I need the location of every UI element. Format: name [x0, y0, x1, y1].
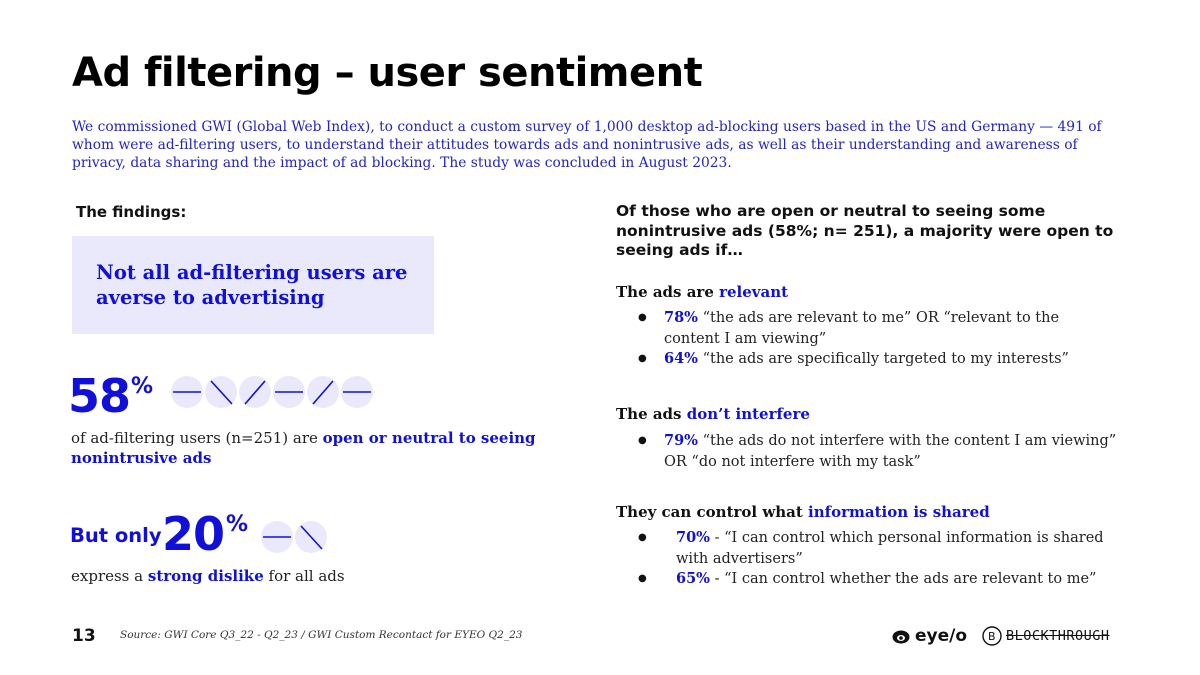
backslash-icon — [295, 521, 327, 553]
section-relevant-heading: The ads are relevant — [616, 283, 788, 301]
item-percent: 64% — [664, 350, 698, 367]
findings-label: The findings: — [76, 203, 187, 221]
stat-58-percent: % — [131, 374, 154, 399]
section-heading-highlight: don’t interfere — [686, 405, 810, 423]
stat-58-description: of ad-filtering users (n=251) are open o… — [71, 428, 541, 468]
slide-title: Ad filtering – user sentiment — [72, 50, 703, 96]
section-heading-highlight: relevant — [719, 283, 789, 301]
item-text: “the ads are specifically targeted to my… — [697, 351, 1069, 367]
dash-icon — [171, 376, 203, 408]
callout-box: Not all ad-filtering users are averse to… — [72, 236, 434, 334]
slash-icon — [239, 376, 271, 408]
stat-58-desc-highlight: open or neutral to seeing nonintrusive a… — [71, 429, 536, 467]
stat-20-desc-highlight: strong dislike — [147, 567, 264, 585]
item-percent: 78% — [664, 309, 698, 326]
sentiment-icons-row — [171, 376, 375, 408]
eyeo-logo-text: eye/o — [915, 626, 968, 646]
list-item: 78% “the ads are relevant to me” OR “rel… — [616, 308, 1096, 349]
item-text: - “I can control whether the ads are rel… — [709, 571, 1097, 587]
stat-20-desc-tail: for all ads — [263, 567, 345, 585]
blockthrough-logo-text: BLOCKTHROUGH — [1006, 628, 1110, 644]
stat-20-percent: % — [226, 512, 249, 537]
blockthrough-logo: B BLOCKTHROUGH — [982, 626, 1110, 646]
eyeo-logo: eye/o — [892, 626, 967, 646]
slash-icon — [307, 376, 339, 408]
dash-icon — [341, 376, 373, 408]
page-number: 13 — [72, 626, 96, 646]
item-percent: 70% — [676, 529, 710, 546]
stat-20-description: express a strong dislike for all ads — [71, 566, 345, 586]
stat-20-value: 20 — [162, 507, 225, 561]
list-item: 64% “the ads are specifically targeted t… — [616, 349, 1096, 370]
section-interfere-list: 79% “the ads do not interfere with the c… — [616, 431, 1131, 472]
section-heading-highlight: information is shared — [808, 503, 990, 521]
right-heading: Of those who are open or neutral to seei… — [616, 202, 1114, 259]
list-item: 79% “the ads do not interfere with the c… — [616, 431, 1131, 472]
svg-text:B: B — [988, 630, 996, 643]
blockthrough-icon: B — [982, 626, 1002, 646]
stat-20-desc-text: express a — [71, 567, 148, 585]
section-information-heading: They can control what information is sha… — [616, 503, 990, 521]
intro-paragraph: We commissioned GWI (Global Web Index), … — [72, 119, 1102, 171]
section-interfere-heading: The ads don’t interfere — [616, 405, 810, 423]
eye-icon — [892, 629, 910, 644]
section-heading-text: The ads are — [616, 283, 720, 301]
item-percent: 79% — [664, 432, 698, 449]
item-percent: 65% — [676, 570, 710, 587]
callout-text: Not all ad-filtering users are averse to… — [96, 261, 408, 309]
section-heading-text: They can control what — [616, 503, 809, 521]
dash-icon — [261, 521, 293, 553]
but-only-label: But only — [70, 524, 162, 547]
section-relevant-list: 78% “the ads are relevant to me” OR “rel… — [616, 308, 1096, 370]
list-item: 70% - “I can control which personal info… — [616, 528, 1116, 569]
stat-58-desc-text: of ad-filtering users (n=251) are — [71, 429, 323, 447]
dislike-icons-row — [261, 521, 329, 553]
item-text: “the ads do not interfere with the conte… — [664, 433, 1117, 470]
backslash-icon — [205, 376, 237, 408]
list-item: 65% - “I can control whether the ads are… — [616, 569, 1116, 590]
stat-58-value: 58 — [68, 369, 131, 423]
dash-icon — [273, 376, 305, 408]
section-heading-text: The ads — [616, 405, 687, 423]
item-text: “the ads are relevant to me” OR “relevan… — [664, 310, 1060, 347]
source-note: Source: GWI Core Q3_22 - Q2_23 / GWI Cus… — [120, 629, 523, 641]
section-information-list: 70% - “I can control which personal info… — [616, 528, 1116, 590]
item-text: - “I can control which personal informat… — [676, 530, 1104, 567]
